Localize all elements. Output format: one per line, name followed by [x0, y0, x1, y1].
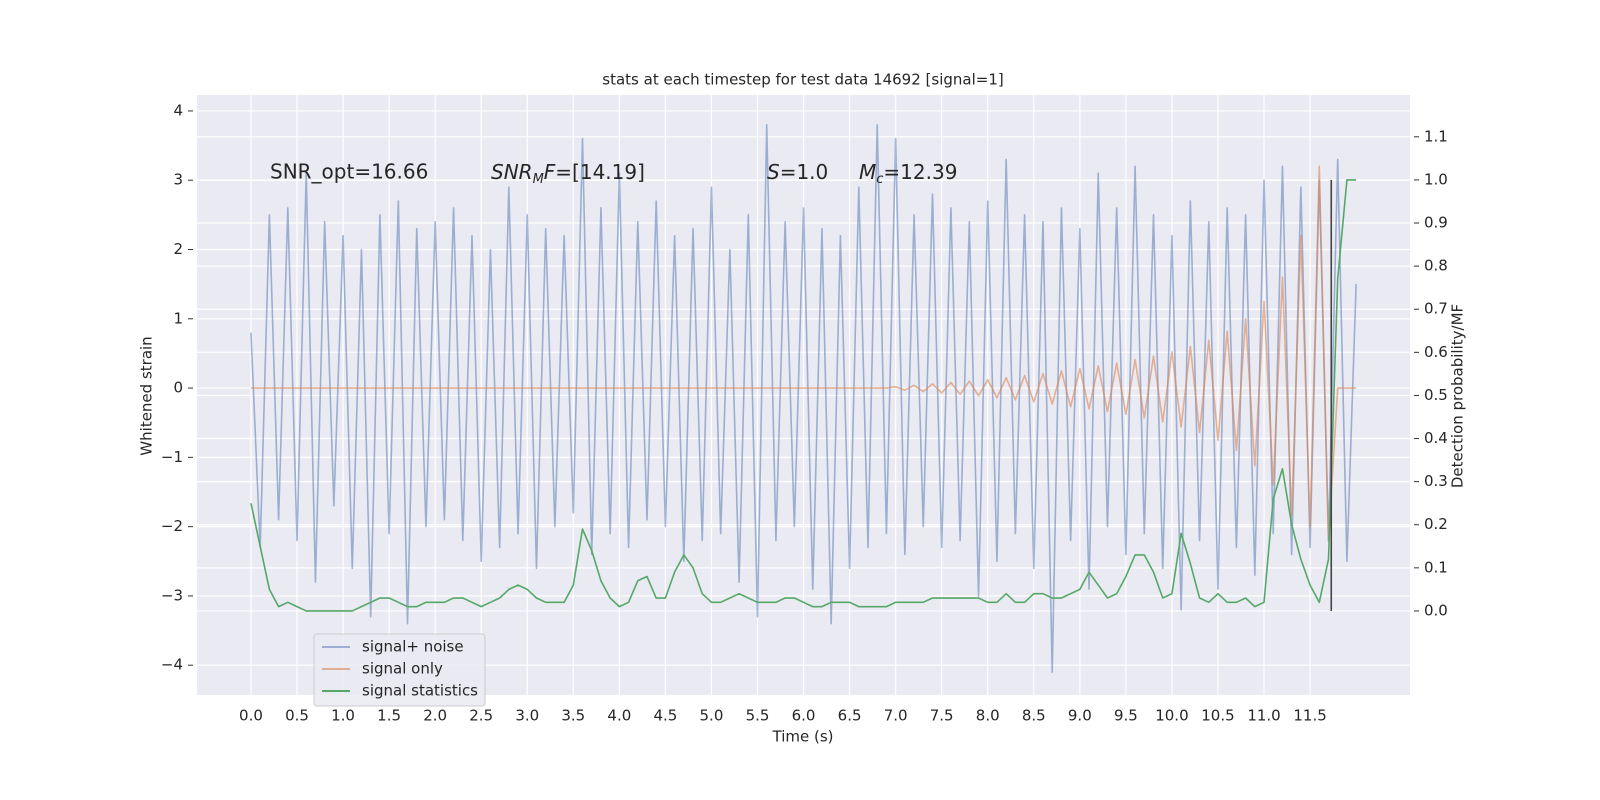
- annotation: Mc=12.39: [859, 160, 957, 187]
- y2-tick-label: 0.4: [1424, 429, 1448, 447]
- y-tick-label: −4: [161, 656, 183, 674]
- y-tick-label: 0: [173, 379, 183, 397]
- y2-tick-label: 0.0: [1424, 601, 1448, 619]
- y2-tick-label: 0.8: [1424, 257, 1448, 275]
- x-tick-label: 5.5: [746, 707, 770, 725]
- legend-label: signal only: [362, 660, 443, 678]
- x-tick-label: 11.0: [1247, 707, 1280, 725]
- x-tick-label: 6.0: [792, 707, 816, 725]
- x-tick-label: 9.0: [1068, 707, 1092, 725]
- x-tick-label: 3.0: [515, 707, 539, 725]
- y2-axis-label: Detection probability/MF: [1449, 304, 1467, 488]
- y-tick-label: −2: [161, 517, 183, 535]
- y2-tick-label: 0.9: [1424, 214, 1448, 232]
- legend-label: signal+ noise: [362, 638, 464, 656]
- x-tick-label: 7.5: [930, 707, 954, 725]
- annotation: S=1.0: [767, 160, 828, 184]
- y2-tick-label: 0.5: [1424, 386, 1448, 404]
- y2-tick-label: 1.0: [1424, 170, 1448, 188]
- y2-tick-label: 0.6: [1424, 343, 1448, 361]
- y-tick-label: −3: [161, 586, 183, 604]
- y-tick-label: 4: [173, 101, 183, 119]
- legend-label: signal statistics: [362, 682, 478, 700]
- y-tick-label: 3: [173, 171, 183, 189]
- x-tick-label: 4.0: [607, 707, 631, 725]
- x-tick-label: 0.5: [285, 707, 309, 725]
- x-tick-label: 3.5: [561, 707, 585, 725]
- chart-title: stats at each timestep for test data 146…: [602, 71, 1003, 89]
- series-line: [250, 123, 1357, 673]
- x-tick-label: 8.0: [976, 707, 1000, 725]
- series-line: [250, 165, 1357, 542]
- legend-box: [313, 633, 486, 707]
- x-tick-label: 7.0: [884, 707, 908, 725]
- y-tick-label: 2: [173, 240, 183, 258]
- x-tick-label: 6.5: [838, 707, 862, 725]
- x-tick-label: 8.5: [1022, 707, 1046, 725]
- y-tick-label: −1: [161, 448, 183, 466]
- annotation: SNR_opt=16.66: [270, 160, 428, 184]
- annotation: SNRMF=[14.19]: [491, 160, 645, 187]
- y2-tick-label: 0.3: [1424, 472, 1448, 490]
- y-axis-label: Whitened strain: [138, 336, 156, 455]
- x-tick-label: 5.0: [700, 707, 724, 725]
- y2-tick-label: 0.7: [1424, 300, 1448, 318]
- x-tick-label: 10.5: [1201, 707, 1234, 725]
- series-line: [250, 179, 1357, 612]
- x-tick-label: 2.5: [469, 707, 493, 725]
- x-tick-label: 11.5: [1293, 707, 1326, 725]
- y2-tick-label: 0.1: [1424, 558, 1448, 576]
- y2-tick-label: 1.1: [1424, 127, 1448, 145]
- x-axis-label: Time (s): [772, 728, 834, 746]
- x-tick-label: 0.0: [239, 707, 263, 725]
- x-tick-label: 1.5: [377, 707, 401, 725]
- x-tick-label: 1.0: [331, 707, 355, 725]
- x-tick-label: 2.0: [423, 707, 447, 725]
- x-tick-label: 10.0: [1155, 707, 1188, 725]
- y2-tick-label: 0.2: [1424, 515, 1448, 533]
- y-tick-label: 1: [173, 309, 183, 327]
- x-tick-label: 9.5: [1114, 707, 1138, 725]
- x-tick-label: 4.5: [653, 707, 677, 725]
